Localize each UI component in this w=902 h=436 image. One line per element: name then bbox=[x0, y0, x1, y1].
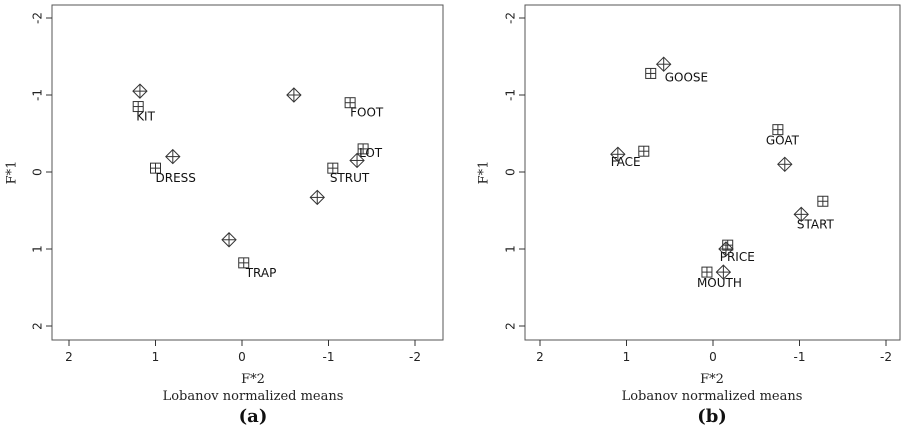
y-tick-label: 0 bbox=[31, 168, 45, 176]
square-marker bbox=[638, 145, 650, 157]
y-tick-label: 2 bbox=[504, 322, 518, 330]
square-marker bbox=[645, 67, 657, 79]
point-label: FOOT bbox=[350, 106, 384, 120]
x-tick-label: 1 bbox=[623, 350, 631, 364]
square-marker bbox=[357, 143, 369, 155]
chart-subtitle: Lobanov normalized means bbox=[622, 389, 803, 404]
panel-label: (b) bbox=[697, 406, 727, 427]
diamond-marker bbox=[132, 83, 148, 99]
square-marker bbox=[701, 266, 713, 278]
point-label: STRUT bbox=[330, 171, 370, 185]
diamond-marker bbox=[349, 152, 365, 169]
point-label: KIT bbox=[136, 110, 155, 124]
x-axis-title: F*2 bbox=[241, 372, 265, 387]
chart-panel-2: 2 1 0 -1 -2 -2 -1 0 1 2 F*2 Lobanov normalized mean… bbox=[477, 4, 901, 427]
diamond-marker bbox=[221, 232, 237, 248]
plot-frame bbox=[524, 4, 901, 341]
x-tick-label: 2 bbox=[65, 350, 73, 364]
point-label: GOOSE bbox=[665, 70, 708, 84]
square-marker bbox=[150, 162, 161, 174]
square-marker bbox=[817, 195, 829, 207]
point-label: GOAT bbox=[766, 134, 800, 148]
y-tick-label: -1 bbox=[504, 89, 518, 101]
x-tick-label: -2 bbox=[880, 350, 892, 364]
y-tick-label: -2 bbox=[31, 12, 45, 24]
diamond-marker bbox=[715, 264, 732, 280]
y-tick-label: 2 bbox=[31, 322, 45, 330]
y-axis-title: F*1 bbox=[477, 161, 492, 185]
square-marker bbox=[238, 257, 250, 269]
x-tick-label: -1 bbox=[794, 350, 806, 364]
y-axis-title: F*1 bbox=[5, 161, 20, 185]
chart-subtitle: Lobanov normalized means bbox=[163, 389, 344, 404]
point-label: TRAP bbox=[245, 266, 277, 280]
diamond-marker bbox=[655, 56, 672, 72]
point-label: LOT bbox=[359, 146, 383, 160]
x-tick-label: 2 bbox=[536, 350, 544, 364]
plot-frame bbox=[51, 4, 444, 341]
point-label: START bbox=[797, 217, 835, 231]
diamond-marker bbox=[793, 206, 809, 223]
point-label: MOUTH bbox=[697, 276, 742, 290]
x-tick-label: 1 bbox=[152, 350, 160, 364]
diamond-marker bbox=[165, 148, 181, 165]
diamond-marker bbox=[610, 146, 626, 162]
y-tick-label: -1 bbox=[31, 89, 45, 101]
y-tick-label: 0 bbox=[504, 168, 518, 176]
square-marker bbox=[772, 124, 784, 136]
square-marker bbox=[132, 101, 144, 113]
x-tick-label: -1 bbox=[323, 350, 335, 364]
diamond-marker bbox=[777, 156, 793, 173]
square-marker bbox=[344, 97, 356, 109]
x-tick-label: -2 bbox=[409, 350, 421, 364]
y-tick-label: 1 bbox=[504, 245, 518, 253]
y-tick-label: 1 bbox=[31, 245, 45, 253]
x-axis-title: F*2 bbox=[700, 372, 724, 387]
point-label: FACE bbox=[611, 155, 641, 169]
y-tick-label: -2 bbox=[504, 12, 518, 24]
chart-panel-1: 2 1 0 -1 -2 -2 -1 0 1 2 F*2 Lobanov normalized mean… bbox=[5, 4, 444, 427]
point-label: DRESS bbox=[156, 171, 196, 185]
x-tick-label: 0 bbox=[238, 350, 246, 364]
diamond-marker bbox=[309, 189, 325, 206]
diamond-marker bbox=[718, 241, 734, 257]
diamond-marker bbox=[286, 87, 302, 103]
square-marker bbox=[327, 162, 339, 174]
x-tick-label: 0 bbox=[709, 350, 717, 364]
panel-label: (a) bbox=[239, 406, 268, 427]
point-label: PRICE bbox=[720, 250, 755, 264]
